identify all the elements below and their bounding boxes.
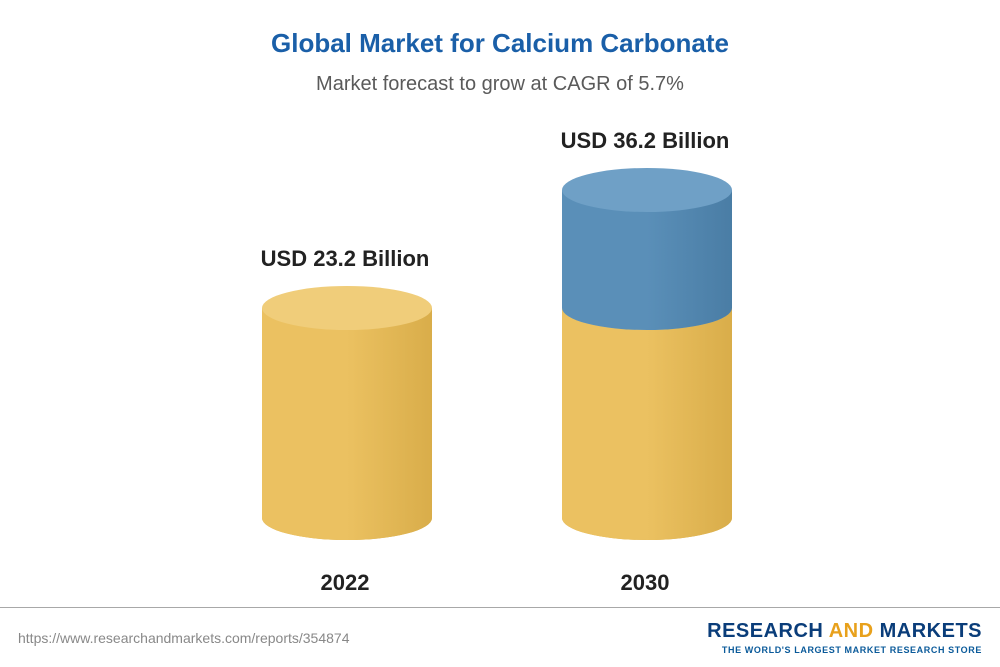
footer: https://www.researchandmarkets.com/repor… <box>0 607 1000 667</box>
cylinder-value-label: USD 23.2 Billion <box>260 246 430 272</box>
source-url: https://www.researchandmarkets.com/repor… <box>18 630 350 646</box>
brand-word-2: AND <box>829 620 874 642</box>
brand-name: RESEARCH AND MARKETS <box>707 620 982 643</box>
cylinder-svg <box>260 284 434 542</box>
cylinder-year-label: 2030 <box>560 570 730 596</box>
cylinder-year-label: 2022 <box>260 570 430 596</box>
cylinder-value-label: USD 36.2 Billion <box>560 128 730 154</box>
cylinder-svg <box>560 166 734 542</box>
cylinder-1: USD 36.2 Billion 2030 <box>560 128 730 596</box>
chart-subtitle: Market forecast to grow at CAGR of 5.7% <box>0 73 1000 96</box>
chart-area: USD 23.2 Billion2022USD 36.2 Billion2030 <box>0 120 1000 560</box>
brand-word-1: RESEARCH <box>707 620 823 642</box>
chart-title: Global Market for Calcium Carbonate <box>0 0 1000 59</box>
brand-tagline: THE WORLD'S LARGEST MARKET RESEARCH STOR… <box>707 645 982 655</box>
brand-logo: RESEARCH AND MARKETS THE WORLD'S LARGEST… <box>707 620 982 655</box>
brand-word-3: MARKETS <box>880 620 982 642</box>
cylinder-0: USD 23.2 Billion 2022 <box>260 246 430 596</box>
